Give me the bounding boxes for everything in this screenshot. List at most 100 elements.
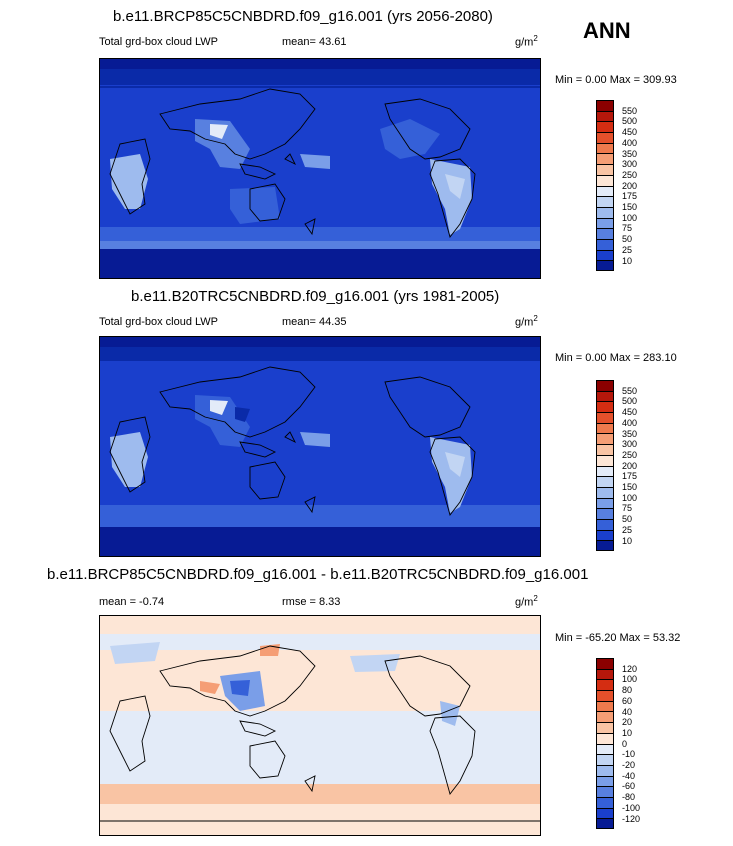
- colorbar-label: -20: [622, 760, 636, 770]
- colorbar-label: 150: [622, 482, 638, 492]
- panel-3-mean: mean = -0.74: [99, 596, 165, 608]
- colorbar-label: 500: [622, 116, 638, 127]
- colorbar-label: 300: [622, 439, 638, 450]
- colorbar-label: 500: [622, 396, 638, 407]
- panel-1-title: b.e11.BRCP85C5CNBDRD.f09_g16.001 (yrs 20…: [113, 8, 493, 25]
- colorbar-swatch: [596, 121, 614, 133]
- colorbar-label: 400: [622, 137, 638, 148]
- panel-1-left-label: Total grd-box cloud LWP: [99, 36, 219, 48]
- colorbar-label: -120: [622, 813, 641, 824]
- colorbar-swatch: [596, 668, 614, 680]
- season-label: ANN: [583, 18, 631, 43]
- colorbar-swatch: [596, 196, 614, 207]
- colorbar-swatch: [596, 390, 614, 402]
- colorbar-swatch: [596, 164, 614, 175]
- colorbar-swatch: [596, 444, 614, 455]
- colorbar-swatch: [596, 380, 614, 391]
- colorbar-swatch: [596, 540, 614, 551]
- colorbar-label: -100: [622, 802, 641, 813]
- colorbar-swatch: [596, 185, 614, 197]
- colorbar-swatch: [596, 454, 614, 466]
- colorbar-label: 200: [622, 180, 638, 191]
- panel-3-rmse: rmse = 8.33: [282, 596, 341, 608]
- panel-2-unit: g/m2: [515, 314, 538, 329]
- colorbar-swatch: [596, 206, 614, 218]
- colorbar-label: 300: [622, 159, 638, 170]
- colorbar-swatch: [596, 743, 614, 755]
- panel-1-minmax: Min = 0.00 Max = 309.93: [555, 74, 677, 86]
- colorbar-label: 175: [622, 191, 638, 202]
- colorbar-swatch: [596, 422, 614, 434]
- colorbar-swatch: [596, 401, 614, 413]
- colorbar-swatch: [596, 100, 614, 111]
- colorbar-label: -10: [622, 749, 636, 760]
- colorbar-swatch: [596, 260, 614, 271]
- colorbar-label: 120: [622, 663, 638, 674]
- colorbar-label: 350: [622, 148, 638, 159]
- colorbar-label: 100: [622, 492, 638, 503]
- panel-3-title: b.e11.BRCP85C5CNBDRD.f09_g16.001 - b.e11…: [47, 566, 589, 583]
- colorbar-label: 100: [622, 212, 638, 223]
- panel-1-map: [99, 58, 541, 279]
- colorbar-swatch: [596, 754, 614, 765]
- colorbar-label: 10: [622, 727, 633, 738]
- panel-2-left-label: Total grd-box cloud LWP: [99, 316, 219, 328]
- colorbar-swatch: [596, 174, 614, 186]
- colorbar-label: 75: [622, 223, 633, 234]
- colorbar-swatch: [596, 132, 614, 143]
- colorbar-swatch: [596, 497, 614, 509]
- colorbar-swatch: [596, 465, 614, 477]
- colorbar-swatch: [596, 486, 614, 498]
- colorbar-swatch: [596, 796, 614, 808]
- colorbar-swatch: [596, 142, 614, 154]
- colorbar-label: 20: [622, 717, 633, 728]
- colorbar-label: 50: [622, 514, 633, 525]
- panel-3-colorbar: [596, 658, 614, 829]
- colorbar-label: 450: [622, 127, 638, 138]
- colorbar-swatch: [596, 818, 614, 829]
- panel-1-colorbar: [596, 100, 614, 271]
- colorbar-label: 200: [622, 460, 638, 471]
- colorbar-swatch: [596, 700, 614, 712]
- colorbar-swatch: [596, 786, 614, 797]
- colorbar-label: 60: [622, 695, 633, 706]
- colorbar-label: 550: [622, 105, 638, 116]
- panel-3-map: [99, 615, 541, 836]
- panel-2-colorbar: [596, 380, 614, 551]
- colorbar-label: -40: [622, 770, 636, 781]
- colorbar-label: 50: [622, 234, 633, 245]
- colorbar-swatch: [596, 690, 614, 701]
- colorbar-label: 0: [622, 738, 628, 749]
- colorbar-swatch: [596, 217, 614, 229]
- panel-2-title: b.e11.B20TRC5CNBDRD.f09_g16.001 (yrs 198…: [131, 288, 500, 305]
- colorbar-swatch: [596, 775, 614, 787]
- colorbar-swatch: [596, 412, 614, 423]
- colorbar-label: 400: [622, 417, 638, 428]
- colorbar-swatch: [596, 238, 614, 250]
- colorbar-label: 350: [622, 428, 638, 439]
- colorbar-label: 150: [622, 202, 638, 212]
- colorbar-swatch: [596, 764, 614, 776]
- panel-1-stat: mean= 43.61: [282, 36, 347, 48]
- panel-2-stat: mean= 44.35: [282, 316, 347, 328]
- colorbar-label: 250: [622, 169, 638, 180]
- colorbar-swatch: [596, 508, 614, 519]
- colorbar-swatch: [596, 807, 614, 819]
- colorbar-swatch: [596, 153, 614, 165]
- colorbar-swatch: [596, 658, 614, 669]
- colorbar-swatch: [596, 722, 614, 733]
- panel-3-minmax: Min = -65.20 Max = 53.32: [555, 632, 681, 644]
- panel-2-map: [99, 336, 541, 557]
- colorbar-swatch: [596, 433, 614, 445]
- panel-1-unit: g/m2: [515, 34, 538, 49]
- colorbar-swatch: [596, 529, 614, 541]
- panel-2-minmax: Min = 0.00 Max = 283.10: [555, 352, 677, 364]
- colorbar-swatch: [596, 518, 614, 530]
- colorbar-swatch: [596, 711, 614, 723]
- colorbar-label: 25: [622, 524, 633, 535]
- colorbar-label: 550: [622, 385, 638, 396]
- panel-3-unit: g/m2: [515, 594, 538, 609]
- colorbar-label: 100: [622, 674, 638, 685]
- colorbar-label: 40: [622, 706, 633, 717]
- colorbar-label: 450: [622, 407, 638, 418]
